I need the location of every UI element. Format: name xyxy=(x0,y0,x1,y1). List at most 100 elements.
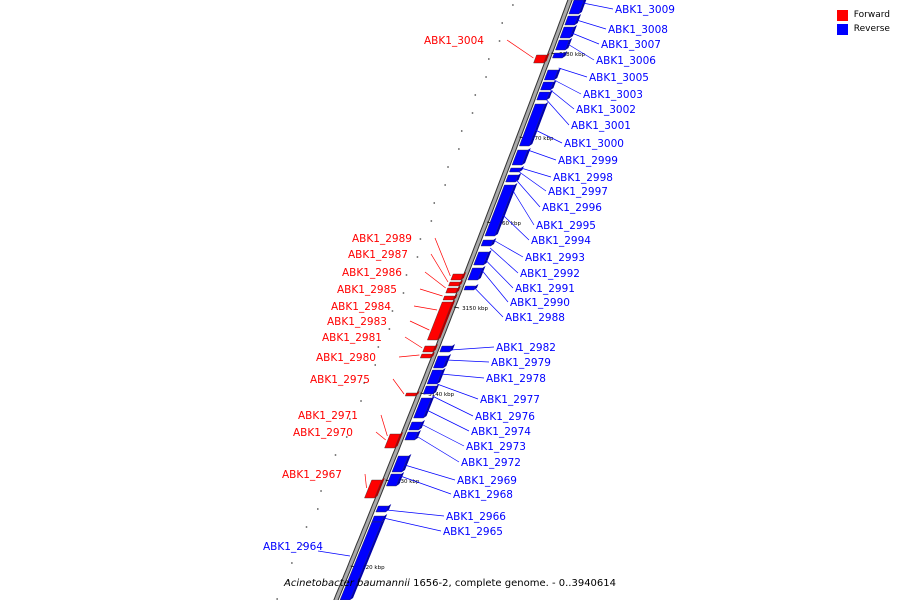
gene-label-reverse: ABK1_2966 xyxy=(446,511,506,523)
gene-label-forward: ABK1_2985 xyxy=(337,284,397,296)
kbp-tick-label: 3170 kbp xyxy=(528,136,554,142)
reverse-gene-block-edge xyxy=(396,472,405,486)
forward-gene-block-edge xyxy=(458,280,464,286)
leader-line xyxy=(502,214,530,241)
leader-line xyxy=(493,239,524,258)
gene-label-reverse: ABK1_2996 xyxy=(542,202,602,214)
gene-label-forward: ABK1_2970 xyxy=(293,427,353,439)
gene-label-reverse: ABK1_3009 xyxy=(615,4,675,16)
leader-line xyxy=(512,189,535,226)
leader-line xyxy=(535,129,563,144)
leader-line xyxy=(527,149,557,161)
leader-line xyxy=(489,247,519,274)
gene-label-reverse: ABK1_2968 xyxy=(453,489,513,501)
gene-label-reverse: ABK1_2998 xyxy=(553,172,613,184)
gene-label-reverse: ABK1_3008 xyxy=(608,24,668,36)
leader-line xyxy=(404,464,456,481)
reverse-gene-block-edge xyxy=(529,102,549,146)
forward-gene-block xyxy=(448,281,461,287)
leader-line xyxy=(520,167,552,178)
reverse-gene-block-edge xyxy=(562,51,568,58)
reverse-gene-block-edge xyxy=(443,354,452,368)
kbp-tick-label: 3150 kbp xyxy=(462,306,488,312)
forward-gene-block xyxy=(442,295,455,301)
forward-gene-block-edge xyxy=(437,300,456,340)
reverse-swatch xyxy=(836,23,848,35)
reverse-gene-block xyxy=(509,167,522,173)
reverse-gene-block-edge xyxy=(494,183,518,236)
forward-gene-block xyxy=(404,392,417,397)
gene-label-reverse: ABK1_2997 xyxy=(548,186,608,198)
leader-line xyxy=(386,509,445,517)
leader-line xyxy=(430,253,449,283)
reverse-gene-block xyxy=(463,285,476,291)
leader-line xyxy=(558,67,588,78)
legend-item-reverse: Reverse xyxy=(836,22,890,36)
gene-label-reverse: ABK1_2993 xyxy=(525,252,585,264)
gene-label-reverse: ABK1_3006 xyxy=(596,55,656,67)
gene-label-reverse: ABK1_3002 xyxy=(576,104,636,116)
leader-line xyxy=(400,475,452,495)
leader-line xyxy=(380,414,388,437)
leader-line xyxy=(432,395,474,417)
gene-label-reverse: ABK1_2991 xyxy=(515,283,575,295)
reverse-gene-block-edge xyxy=(490,238,497,246)
reverse-gene-block-edge xyxy=(515,173,522,182)
gene-label-reverse: ABK1_3007 xyxy=(601,39,661,51)
caption-rest: 1656-2, complete genome. - 0..3940614 xyxy=(409,578,616,589)
reverse-gene-block-edge xyxy=(437,368,446,384)
reverse-gene-block-edge xyxy=(550,80,557,90)
gene-label-forward: ABK1_2981 xyxy=(322,332,382,344)
forward-swatch xyxy=(836,9,848,21)
gene-label-reverse: ABK1_2972 xyxy=(461,457,521,469)
gene-label-reverse: ABK1_3000 xyxy=(564,138,624,150)
leader-line xyxy=(582,2,614,10)
leader-line xyxy=(440,373,485,379)
gene-label-reverse: ABK1_2977 xyxy=(480,394,540,406)
leader-line xyxy=(392,378,405,395)
gene-label-reverse: ABK1_2979 xyxy=(491,357,551,369)
gene-label-reverse: ABK1_2992 xyxy=(520,268,580,280)
reverse-gene-block-edge xyxy=(414,430,421,440)
leader-line xyxy=(516,179,541,208)
kbp-tick-label: 3140 kbp xyxy=(428,392,454,398)
leader-line xyxy=(419,288,443,297)
legend: Forward Reverse xyxy=(836,8,890,36)
leader-line xyxy=(413,305,438,311)
leader-line xyxy=(485,259,514,289)
reverse-gene-block-edge xyxy=(350,520,385,600)
gene-label-reverse: ABK1_2964 xyxy=(263,541,323,553)
gene-label-forward: ABK1_2967 xyxy=(282,469,342,481)
forward-gene-block-edge xyxy=(543,53,550,63)
kbp-tick-label: 3160 kbp xyxy=(495,221,521,227)
gene-label-reverse: ABK1_3001 xyxy=(571,120,631,132)
gene-label-forward: ABK1_2984 xyxy=(331,301,391,313)
gene-label-reverse: ABK1_2990 xyxy=(510,297,570,309)
leader-line xyxy=(550,89,575,110)
leader-line xyxy=(317,550,351,557)
leader-line xyxy=(546,99,570,126)
forward-gene-block xyxy=(419,353,433,359)
reverse-gene-block-edge xyxy=(519,166,524,172)
gene-label-reverse: ABK1_3005 xyxy=(589,72,649,84)
gene-label-forward: ABK1_2975 xyxy=(310,374,370,386)
leader-line xyxy=(567,43,595,61)
forward-gene-block-edge xyxy=(460,272,467,280)
leader-line xyxy=(576,19,607,30)
leader-line xyxy=(426,409,470,432)
leader-line xyxy=(554,79,582,95)
leader-line xyxy=(383,517,442,532)
reverse-gene-block-edge xyxy=(569,25,577,38)
gene-label-forward: ABK1_3004 xyxy=(424,35,484,47)
leader-line xyxy=(434,237,451,277)
legend-reverse-label: Reverse xyxy=(853,24,890,34)
kbp-tick-label: 3130 kbp xyxy=(394,479,420,485)
reverse-gene-block-edge xyxy=(401,454,412,472)
legend-item-forward: Forward xyxy=(836,8,890,22)
reverse-gene-block-edge xyxy=(574,14,582,25)
gene-label-forward: ABK1_2989 xyxy=(352,233,412,245)
leader-line xyxy=(571,32,600,45)
reverse-gene-block-edge xyxy=(418,420,425,430)
leader-line xyxy=(474,287,504,318)
forward-gene-block-edge xyxy=(430,352,435,358)
